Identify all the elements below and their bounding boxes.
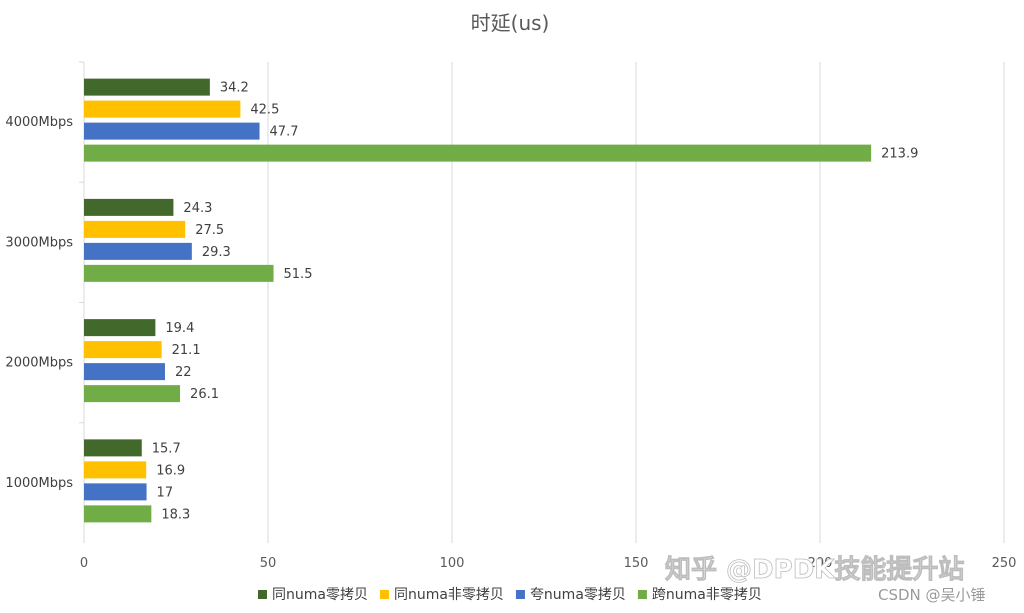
data-label: 21.1 bbox=[172, 343, 201, 358]
data-label: 18.3 bbox=[161, 507, 190, 522]
bar bbox=[84, 461, 147, 479]
bar bbox=[84, 264, 274, 282]
data-label: 213.9 bbox=[881, 147, 918, 162]
legend-label: 跨numa非零拷贝 bbox=[652, 587, 762, 603]
legend-label: 同numa零拷贝 bbox=[272, 587, 368, 603]
bar bbox=[84, 505, 152, 523]
bar bbox=[84, 319, 156, 337]
bar bbox=[84, 220, 186, 238]
legend-label: 同numa非零拷贝 bbox=[394, 587, 504, 603]
legend: 同numa零拷贝 同numa非零拷贝 夸numa零拷贝 跨numa非零拷贝 bbox=[258, 587, 762, 603]
x-tick-label: 100 bbox=[440, 556, 465, 571]
legend-swatch bbox=[637, 590, 647, 599]
bar bbox=[84, 341, 162, 359]
data-label: 47.7 bbox=[270, 125, 299, 140]
data-label: 24.3 bbox=[183, 201, 212, 216]
data-label: 22 bbox=[175, 365, 192, 380]
bar bbox=[84, 483, 147, 501]
bar bbox=[84, 363, 165, 381]
gridlines bbox=[267, 62, 1005, 543]
bar bbox=[84, 78, 210, 96]
legend-swatch bbox=[258, 590, 267, 599]
bar bbox=[84, 122, 260, 140]
bar bbox=[84, 439, 142, 457]
watermark-sub: CSDN @吴小锤 bbox=[878, 586, 986, 604]
data-labels: 15.7 16.9 17 18.3 19.4 21.1 22 26.1 24.3 27.5 29.3… bbox=[152, 81, 919, 523]
legend-swatch bbox=[515, 590, 525, 599]
bar bbox=[84, 385, 181, 403]
data-label: 51.5 bbox=[284, 267, 313, 282]
category-label: 1000Mbps bbox=[5, 476, 73, 491]
data-label: 17 bbox=[157, 485, 174, 500]
axes: 0 50 100 150 200 250 1000Mbps 2000Mbps 3000Mbps 4… bbox=[5, 61, 1017, 571]
bars bbox=[84, 78, 872, 523]
bar bbox=[84, 144, 872, 162]
data-label: 42.5 bbox=[250, 103, 279, 118]
data-label: 34.2 bbox=[220, 81, 249, 96]
legend-swatch bbox=[379, 590, 389, 599]
data-label: 19.4 bbox=[165, 321, 194, 336]
chart-title: 时延(us) bbox=[471, 11, 550, 35]
x-tick-label: 250 bbox=[992, 556, 1017, 571]
x-tick-label: 50 bbox=[260, 556, 277, 571]
bar bbox=[84, 198, 174, 216]
watermark: 知乎 @DPDK技能提升站 CSDN @吴小锤 bbox=[665, 554, 986, 604]
data-label: 26.1 bbox=[190, 387, 219, 402]
data-label: 29.3 bbox=[202, 245, 231, 260]
x-tick-label: 200 bbox=[808, 556, 833, 571]
bar bbox=[84, 100, 241, 118]
category-label: 3000Mbps bbox=[5, 235, 73, 250]
bar bbox=[84, 242, 192, 260]
category-label: 4000Mbps bbox=[5, 115, 73, 130]
x-tick-label: 0 bbox=[80, 556, 88, 571]
data-label: 16.9 bbox=[156, 463, 185, 478]
legend-label: 夸numa零拷贝 bbox=[530, 587, 626, 603]
category-label: 2000Mbps bbox=[5, 356, 73, 371]
watermark-main: 知乎 @DPDK技能提升站 bbox=[665, 554, 964, 585]
data-label: 27.5 bbox=[195, 223, 224, 238]
data-label: 15.7 bbox=[152, 441, 181, 456]
x-tick-label: 150 bbox=[624, 556, 649, 571]
